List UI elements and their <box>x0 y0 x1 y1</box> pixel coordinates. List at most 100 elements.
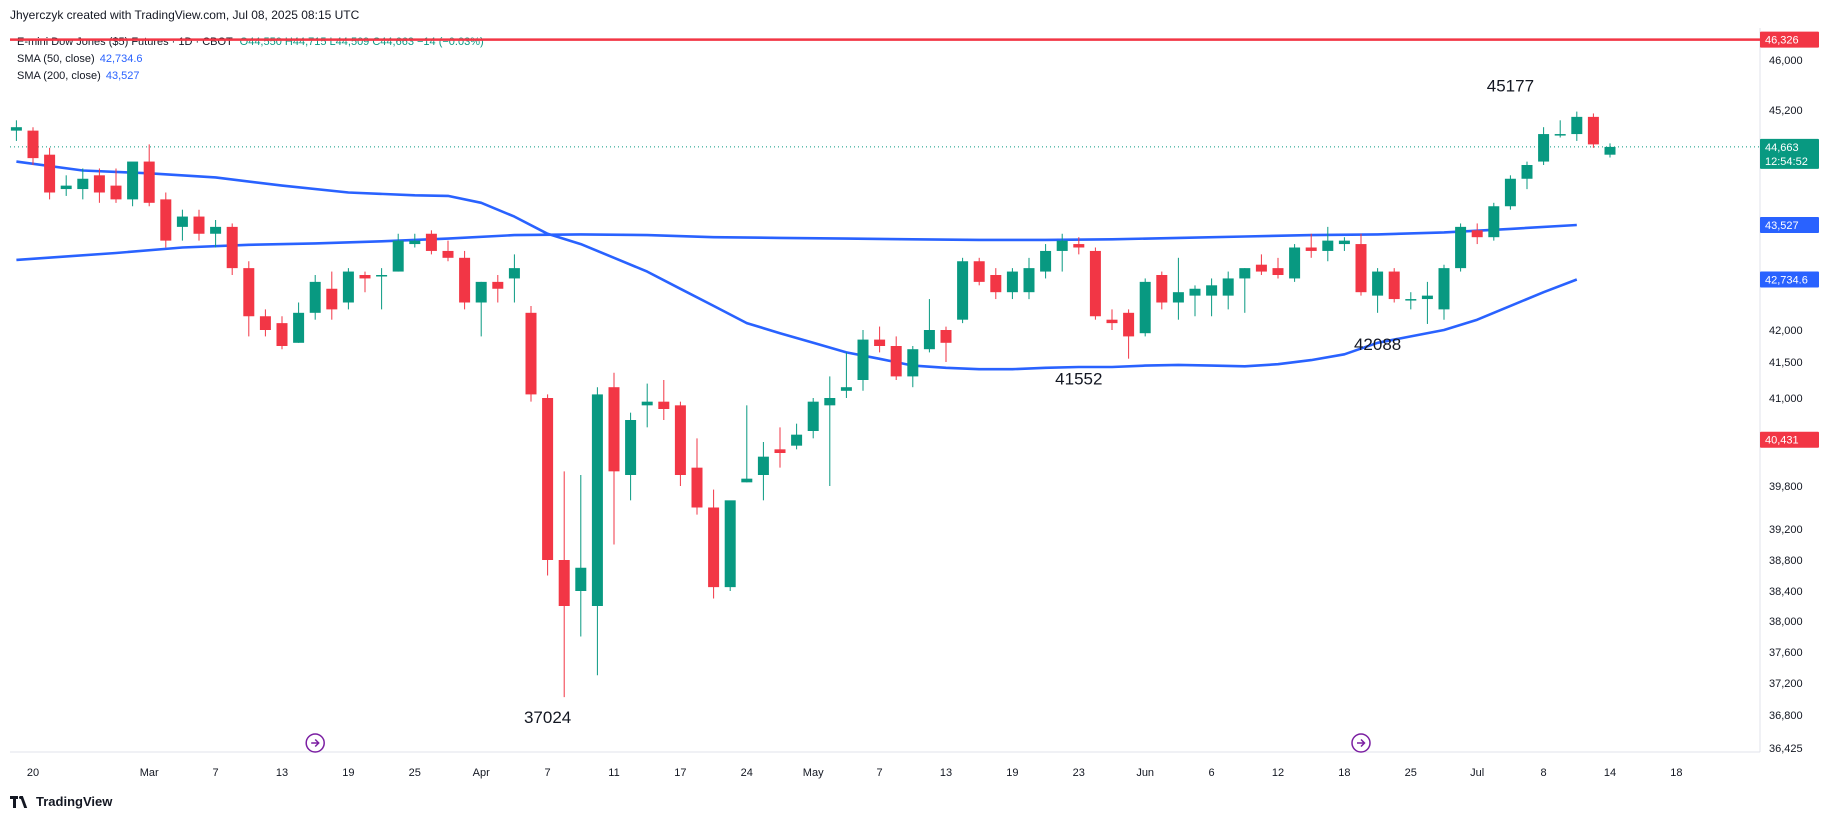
candle <box>874 326 886 353</box>
candle <box>1338 237 1350 251</box>
candle <box>1438 264 1450 320</box>
candle-body <box>259 316 271 330</box>
candle <box>60 175 72 196</box>
candle-body <box>757 456 769 475</box>
candle-body <box>193 216 205 234</box>
candle-body <box>1322 240 1334 251</box>
y-tick-label: 37,600 <box>1769 647 1803 659</box>
y-tick-label: 41,500 <box>1769 357 1803 369</box>
candle-body <box>1123 312 1135 337</box>
x-tick-label: 7 <box>545 767 551 779</box>
candle <box>791 423 803 450</box>
candle <box>1388 268 1400 303</box>
candle-body <box>110 185 122 200</box>
x-tick-label: 13 <box>276 767 288 779</box>
candle-body <box>226 226 238 269</box>
candle-body <box>857 339 869 380</box>
candle-body <box>1172 292 1184 303</box>
candle <box>724 500 736 591</box>
candle <box>1504 175 1516 210</box>
sma200-label: SMA (200, close) <box>17 70 101 82</box>
candle <box>10 120 22 141</box>
price-tag-label: 46,326 <box>1765 35 1799 47</box>
price-tag-label: 43,527 <box>1765 220 1799 232</box>
candle <box>625 412 637 501</box>
y-tick-label: 36,425 <box>1769 743 1803 755</box>
sma200-value: 43,527 <box>105 70 140 82</box>
x-tick-label: May <box>803 767 824 779</box>
candle <box>1521 161 1533 190</box>
candle-body <box>359 275 371 279</box>
candle-body <box>1189 288 1201 296</box>
candle <box>774 427 786 468</box>
candle <box>459 250 471 310</box>
event-marker-icon[interactable] <box>305 733 325 753</box>
candle-body <box>1587 116 1599 145</box>
candle-body <box>475 281 487 303</box>
y-tick-label: 39,200 <box>1769 524 1803 536</box>
candle <box>492 275 504 303</box>
candle <box>376 268 388 310</box>
candle-body <box>840 387 852 391</box>
candle-body <box>1504 178 1516 207</box>
candle <box>293 302 305 343</box>
x-tick-label: 25 <box>409 767 421 779</box>
candle-body <box>44 154 56 193</box>
candle <box>127 161 139 207</box>
candle <box>508 254 520 303</box>
candle-body <box>973 261 985 282</box>
price-tag-sma200: 43,527 <box>1760 217 1819 234</box>
x-tick-label: 7 <box>213 767 219 779</box>
y-tick-label: 41,000 <box>1769 393 1803 405</box>
candle <box>1206 278 1218 317</box>
tradingview-logo-icon <box>10 795 30 808</box>
candle-body <box>326 288 338 310</box>
tradingview-logo[interactable]: TradingView <box>10 794 112 809</box>
legend-sma50-row[interactable]: SMA (50, close) 42,734.6 <box>17 51 484 68</box>
y-tick-label: 42,000 <box>1769 325 1803 337</box>
x-tick-label: Mar <box>140 767 159 779</box>
candle <box>309 275 321 320</box>
candle <box>857 330 869 391</box>
candle <box>1604 143 1616 158</box>
candle-body <box>459 257 471 303</box>
sma50-label: SMA (50, close) <box>17 53 95 65</box>
candle <box>757 442 769 501</box>
candle <box>691 438 703 515</box>
candle-body <box>1073 244 1085 248</box>
candle-body <box>1206 285 1218 296</box>
candle-body <box>210 226 222 234</box>
candle-body <box>1239 268 1251 279</box>
price-tag-bg <box>1760 138 1819 169</box>
candle-body <box>1255 264 1267 272</box>
candle <box>342 268 354 310</box>
candle <box>1289 244 1301 282</box>
legend-sma200-row[interactable]: SMA (200, close) 43,527 <box>17 68 484 85</box>
candle <box>1322 226 1334 262</box>
candle <box>741 405 753 483</box>
candle-body <box>575 567 587 591</box>
event-marker-icon[interactable] <box>1351 733 1371 753</box>
candle-body <box>658 401 670 409</box>
candle <box>890 336 902 380</box>
price-tag-sma50: 42,734.6 <box>1760 271 1819 288</box>
candle-body <box>542 398 554 560</box>
candle <box>824 376 836 486</box>
candle-body <box>342 271 354 303</box>
price-annotation: 45177 <box>1487 77 1534 96</box>
candle-body <box>392 240 404 272</box>
candle <box>1023 257 1035 300</box>
candle-body <box>1571 116 1583 135</box>
x-tick-label: 6 <box>1209 767 1215 779</box>
candle <box>525 305 537 402</box>
candle-body <box>874 339 886 346</box>
x-tick-label: Jul <box>1470 767 1484 779</box>
candle-body <box>1106 319 1118 324</box>
candle <box>27 127 39 165</box>
candle-body <box>1488 206 1500 238</box>
candle <box>1172 257 1184 320</box>
candle <box>1571 111 1583 141</box>
candle <box>392 233 404 272</box>
sma200-line <box>16 223 1577 262</box>
